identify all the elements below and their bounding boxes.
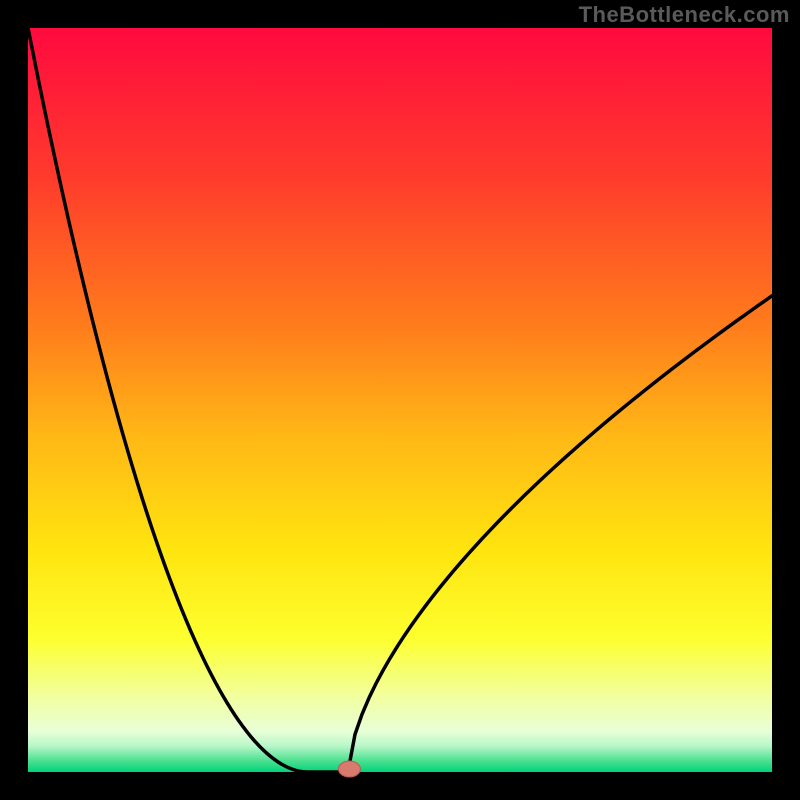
- plot-background: [28, 28, 772, 772]
- bottleneck-chart: [0, 0, 800, 800]
- chart-container: TheBottleneck.com: [0, 0, 800, 800]
- optimum-marker: [338, 761, 360, 777]
- watermark-text: TheBottleneck.com: [579, 2, 790, 28]
